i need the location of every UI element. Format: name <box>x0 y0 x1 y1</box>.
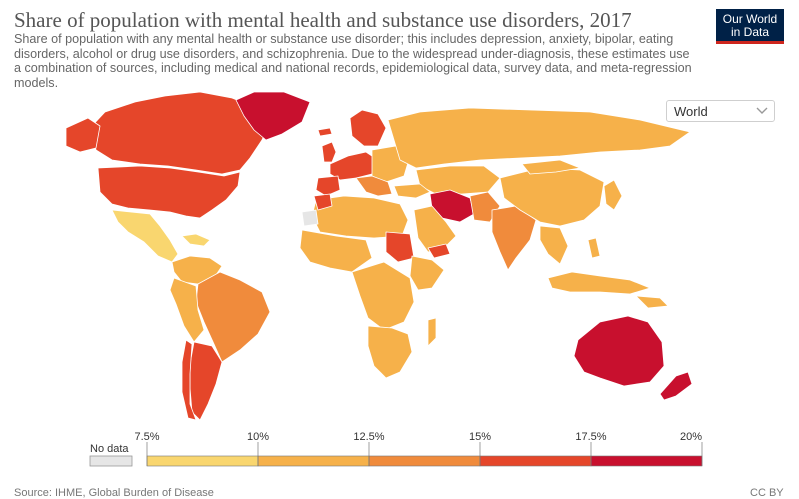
map-region-iberia[interactable] <box>315 175 341 197</box>
map-region-usa[interactable] <box>97 165 241 219</box>
map-region-canada[interactable] <box>89 91 271 175</box>
legend-bin-swatch[interactable] <box>479 455 592 467</box>
map-region-madagascar[interactable] <box>427 317 437 347</box>
map-region-southeast-asia[interactable] <box>539 225 569 265</box>
map-region-greenland[interactable] <box>235 91 311 141</box>
map-region-uk-ireland[interactable] <box>321 141 337 163</box>
legend-no-data-swatch[interactable] <box>89 455 133 467</box>
map-region-turkey[interactable] <box>393 183 431 199</box>
region-selector-value: World <box>674 104 708 119</box>
chart-subtitle: Share of population with any mental heal… <box>14 32 692 90</box>
map-region-southern-africa[interactable] <box>367 325 413 379</box>
logo-line-2: in Data <box>730 25 770 39</box>
logo-line-1: Our World <box>722 12 778 26</box>
map-region-sudan[interactable] <box>385 231 415 263</box>
map-region-korea-japan[interactable] <box>603 179 623 211</box>
map-region-horn-of-africa[interactable] <box>409 255 445 291</box>
region-selector[interactable]: World <box>666 100 775 122</box>
map-region-western-sahara[interactable] <box>301 209 319 227</box>
map-region-australia[interactable] <box>573 315 665 387</box>
map-region-philippines[interactable] <box>587 237 601 259</box>
legend-bin-swatch[interactable] <box>257 455 370 467</box>
map-region-papua-new-guinea[interactable] <box>635 295 669 309</box>
chart-title: Share of population with mental health a… <box>14 8 632 32</box>
legend-bin-swatch[interactable] <box>590 455 703 467</box>
map-region-iceland[interactable] <box>317 127 333 137</box>
legend-tick-label: 15% <box>469 431 491 443</box>
map-region-arabia[interactable] <box>413 205 457 253</box>
map-region-caribbean[interactable] <box>181 233 211 247</box>
legend-tick-label: 12.5% <box>353 431 384 443</box>
owid-logo[interactable]: Our World in Data <box>716 9 784 44</box>
map-region-morocco[interactable] <box>313 193 333 211</box>
legend-tick-label: 10% <box>247 431 269 443</box>
map-region-russia[interactable] <box>387 107 691 169</box>
map-region-alaska[interactable] <box>65 117 101 153</box>
map-region-italy-balkans[interactable] <box>355 175 393 197</box>
map-region-scandinavia[interactable] <box>349 109 387 147</box>
map-region-chile[interactable] <box>181 339 197 421</box>
legend-tick-label: 20% <box>680 431 702 443</box>
legend-bin-swatch[interactable] <box>146 455 259 467</box>
map-region-mongolia[interactable] <box>521 159 581 175</box>
map-region-new-zealand[interactable] <box>659 371 693 401</box>
legend-bin-swatch[interactable] <box>368 455 481 467</box>
map-region-central-africa[interactable] <box>351 261 415 331</box>
legend-tick-label: 7.5% <box>134 431 159 443</box>
license-note[interactable]: CC BY <box>750 487 784 499</box>
source-note[interactable]: Source: IHME, Global Burden of Disease <box>14 487 214 499</box>
map-region-indonesia[interactable] <box>547 271 651 295</box>
chevron-down-icon <box>756 107 768 114</box>
map-region-brazil[interactable] <box>195 271 271 363</box>
legend-no-data-label: No data <box>90 443 129 455</box>
map-region-yemen[interactable] <box>427 243 451 259</box>
legend-tick-label: 17.5% <box>575 431 606 443</box>
